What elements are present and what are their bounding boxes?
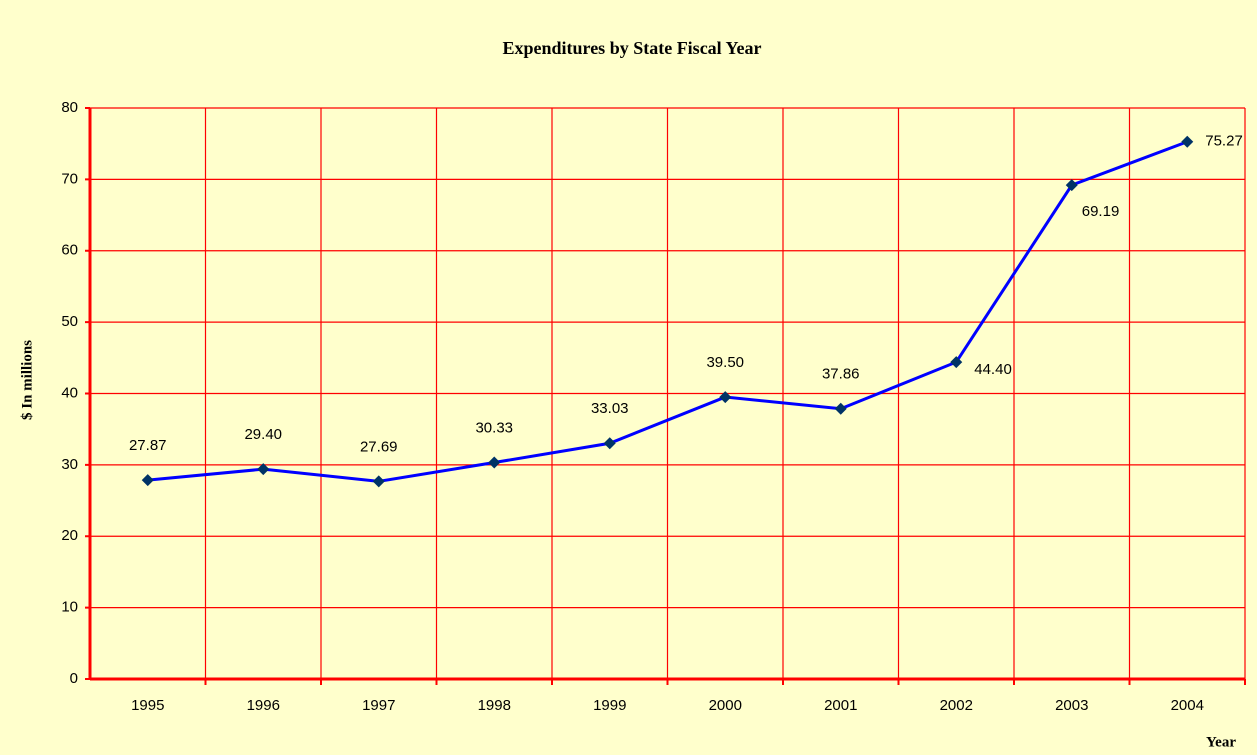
y-axis-title: $ In millions [19, 340, 35, 420]
x-tick-label: 2004 [1171, 697, 1204, 714]
marker [372, 475, 385, 488]
x-tick-label: 2003 [1055, 697, 1088, 714]
marker [488, 456, 501, 469]
x-tick-label: 1997 [362, 697, 395, 714]
marker [257, 463, 270, 476]
chart-title: Expenditures by State Fiscal Year [503, 38, 762, 58]
marker [141, 474, 154, 487]
y-tick-label: 60 [61, 242, 78, 259]
x-tick-label: 2002 [940, 697, 973, 714]
y-tick-label: 20 [61, 527, 78, 544]
x-tick-label: 2001 [824, 697, 857, 714]
data-label: 75.27 [1205, 133, 1243, 150]
data-label: 39.50 [706, 354, 744, 371]
data-label: 37.86 [822, 366, 860, 383]
x-tick-label: 1999 [593, 697, 626, 714]
data-label: 29.40 [244, 426, 282, 443]
data-label: 27.87 [129, 437, 167, 454]
x-tick-label: 1995 [131, 697, 164, 714]
x-tick-label: 1998 [478, 697, 511, 714]
line [147, 140, 1188, 483]
x-axis-title: Year [1206, 734, 1236, 750]
marker [719, 391, 732, 404]
data-label: 27.69 [360, 438, 398, 455]
data-label: 44.40 [974, 361, 1012, 378]
marker [1065, 179, 1078, 192]
y-tick-label: 10 [61, 599, 78, 616]
y-tick-label: 30 [61, 456, 78, 473]
x-tick-label: 1996 [247, 697, 280, 714]
x-tick-label: 2000 [709, 697, 742, 714]
marker [603, 437, 616, 450]
marker [950, 356, 963, 369]
data-label: 69.19 [1082, 203, 1120, 220]
y-tick-label: 80 [61, 99, 78, 116]
y-tick-label: 70 [61, 170, 78, 187]
data-label: 30.33 [475, 419, 513, 436]
y-tick-label: 0 [70, 670, 78, 687]
marker [1181, 135, 1194, 148]
y-tick-label: 50 [61, 313, 78, 330]
data-label: 33.03 [591, 400, 629, 417]
y-tick-label: 40 [61, 384, 78, 401]
marker [834, 402, 847, 415]
